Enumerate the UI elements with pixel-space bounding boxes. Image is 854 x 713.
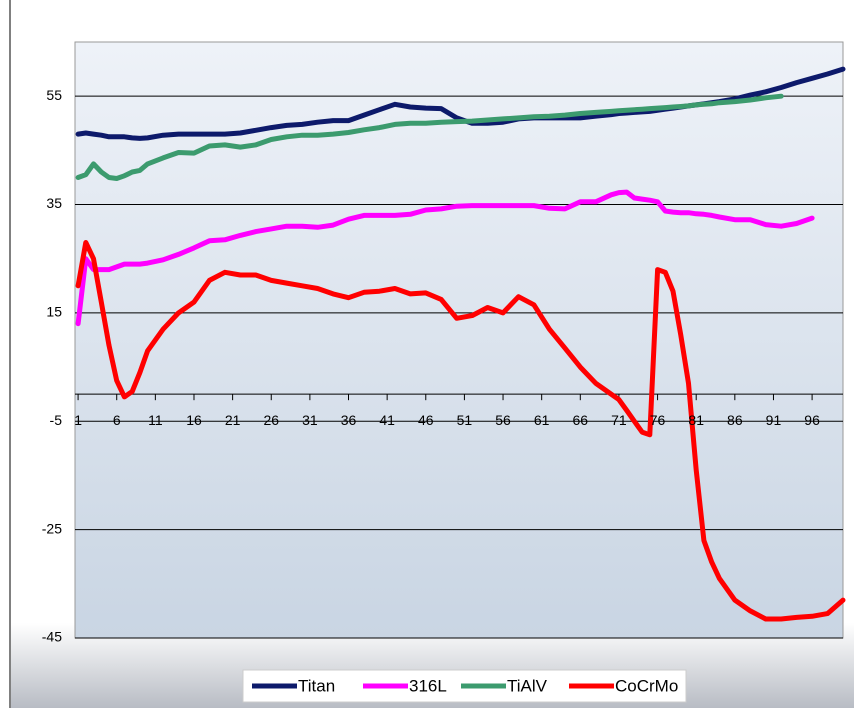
x-tick-label: 66 — [573, 412, 589, 428]
legend-label: CoCrMo — [615, 676, 678, 695]
legend-label: 316L — [409, 676, 447, 695]
y-tick-label: -25 — [42, 520, 62, 536]
x-tick-label: 81 — [688, 412, 704, 428]
x-tick-label: 6 — [113, 412, 121, 428]
x-tick-label: 76 — [650, 412, 666, 428]
x-tick-label: 16 — [186, 412, 202, 428]
lines — [75, 66, 846, 622]
x-tick-label: 61 — [534, 412, 550, 428]
y-tick-label: -5 — [50, 412, 63, 428]
legend-label: Titan — [298, 676, 335, 695]
legend-label: TiAlV — [507, 676, 548, 695]
x-tick-label: 96 — [804, 412, 820, 428]
x-tick-label: 86 — [727, 412, 743, 428]
y-tick-label: -45 — [42, 629, 62, 645]
x-tick-label: 91 — [766, 412, 782, 428]
x-tick-label: 56 — [495, 412, 511, 428]
series-line — [75, 240, 846, 622]
x-tick-label: 11 — [148, 412, 163, 428]
x-tick-label: 51 — [457, 412, 473, 428]
y-tick-label: 35 — [46, 195, 62, 211]
x-tick-label: 21 — [225, 412, 241, 428]
x-tick-label: 26 — [263, 412, 279, 428]
x-tick-label: 46 — [418, 412, 434, 428]
x-tick-label: 36 — [341, 412, 357, 428]
legend: Titan 316L TiAlV CoCrMo — [252, 676, 678, 695]
y-tick-label: 15 — [46, 304, 62, 320]
x-tick-label: 31 — [302, 412, 318, 428]
x-tick-label: 41 — [379, 412, 395, 428]
y-tick-label: 55 — [46, 87, 62, 103]
series-line — [75, 189, 815, 327]
series-line — [75, 93, 784, 181]
x-tick-label: 71 — [611, 412, 627, 428]
x-tick-label: 1 — [74, 412, 82, 428]
plot-area — [74, 41, 844, 639]
